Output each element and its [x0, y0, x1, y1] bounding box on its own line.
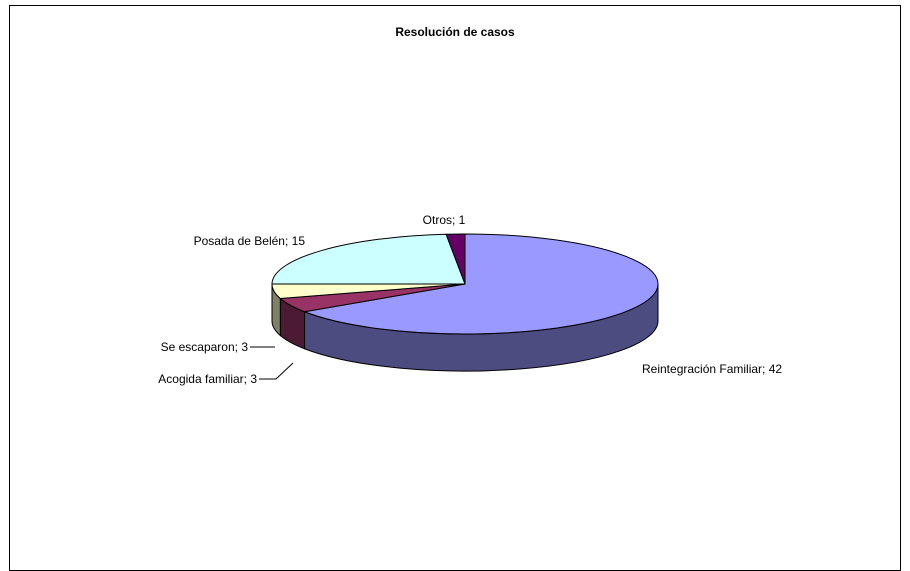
slice-label-0: Reintegración Familiar; 42 [642, 362, 782, 376]
leader-line-1 [259, 362, 294, 380]
chart-title: Resolución de casos [395, 25, 515, 39]
pie-slice-4 [445, 233, 466, 285]
slice-label-3: Posada de Belén; 15 [194, 234, 306, 248]
slice-label-2: Se escaparon; 3 [161, 340, 249, 354]
slice-label-4: Otros; 1 [423, 213, 466, 227]
pie-tops [271, 233, 659, 335]
slice-labels: Reintegración Familiar; 42 Acogida famili… [158, 213, 782, 386]
pie-slice-3 [271, 233, 466, 285]
slice-label-1: Acogida familiar; 3 [158, 372, 257, 386]
pie-slice-0 [302, 233, 659, 335]
leader-lines [250, 346, 294, 380]
